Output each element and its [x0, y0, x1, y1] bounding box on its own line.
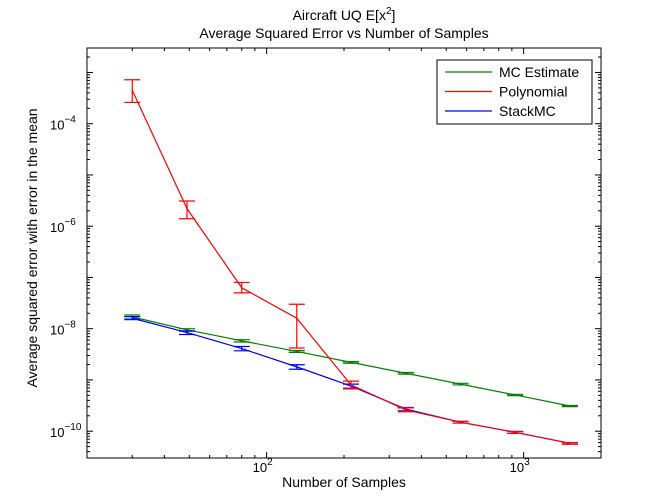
series-mc-estimate [124, 314, 578, 408]
x-tick-label: 102 [253, 457, 273, 475]
error-bar [452, 420, 469, 424]
error-bar [288, 349, 305, 353]
chart-title: Aircraft UQ E[x2] [293, 6, 396, 23]
error-bar [124, 316, 141, 321]
error-bar [124, 79, 141, 104]
error-bar [397, 371, 414, 375]
legend: MC Estimate Polynomial StackMC [436, 59, 593, 125]
x-tick-label: 103 [510, 457, 530, 475]
error-bar [179, 200, 196, 220]
series-polynomial [124, 79, 578, 445]
error-bar [452, 382, 469, 386]
series-stackmc [124, 316, 578, 445]
error-bar [233, 281, 250, 294]
series-line [131, 89, 571, 444]
plot-area: 102 103 10−10 10−8 10−6 10−4 [50, 47, 602, 475]
error-bar [561, 441, 578, 445]
legend-label: MC Estimate [499, 64, 579, 80]
error-bar [507, 393, 524, 397]
error-bar [343, 380, 360, 390]
error-bar [288, 364, 305, 370]
legend-label: Polynomial [499, 84, 567, 100]
y-tick-label: 10−4 [50, 115, 76, 133]
y-axis-label: Average squared error with error in the … [24, 108, 40, 387]
error-bar [233, 345, 250, 352]
error-bar [561, 404, 578, 408]
y-tick-label: 10−10 [50, 422, 82, 440]
chart-subtitle: Average Squared Error vs Number of Sampl… [199, 25, 488, 41]
error-bar [343, 361, 360, 364]
error-bar [288, 303, 305, 349]
error-bar [233, 339, 250, 343]
error-bar [179, 330, 196, 336]
y-tick-label: 10−6 [50, 217, 76, 235]
error-bar [397, 407, 414, 413]
legend-label: StackMC [499, 103, 556, 119]
error-bar [507, 430, 524, 434]
x-axis-label: Number of Samples [282, 474, 406, 490]
y-tick-label: 10−8 [50, 320, 76, 338]
